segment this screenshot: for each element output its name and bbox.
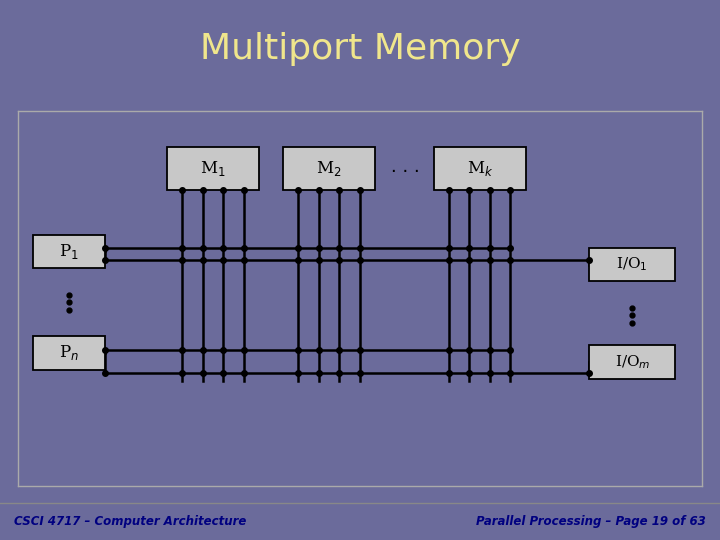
Bar (433, 147, 526, 191)
Bar (590, 248, 675, 281)
Text: M$_k$: M$_k$ (467, 159, 493, 178)
Text: P$_n$: P$_n$ (59, 343, 79, 362)
Bar (590, 345, 675, 379)
Text: P$_1$: P$_1$ (60, 242, 79, 261)
Text: CSCI 4717 – Computer Architecture: CSCI 4717 – Computer Architecture (14, 515, 247, 528)
Text: M$_2$: M$_2$ (317, 159, 342, 178)
Text: I/O$_m$: I/O$_m$ (614, 353, 650, 371)
Bar (33, 234, 105, 268)
Bar (283, 147, 375, 191)
Text: Parallel Processing – Page 19 of 63: Parallel Processing – Page 19 of 63 (476, 515, 706, 528)
Bar (33, 336, 105, 370)
Text: M$_1$: M$_1$ (200, 159, 226, 178)
Text: Multiport Memory: Multiport Memory (199, 32, 521, 65)
Bar (167, 147, 259, 191)
Text: I/O$_1$: I/O$_1$ (616, 256, 648, 273)
Text: . . .: . . . (392, 158, 420, 176)
